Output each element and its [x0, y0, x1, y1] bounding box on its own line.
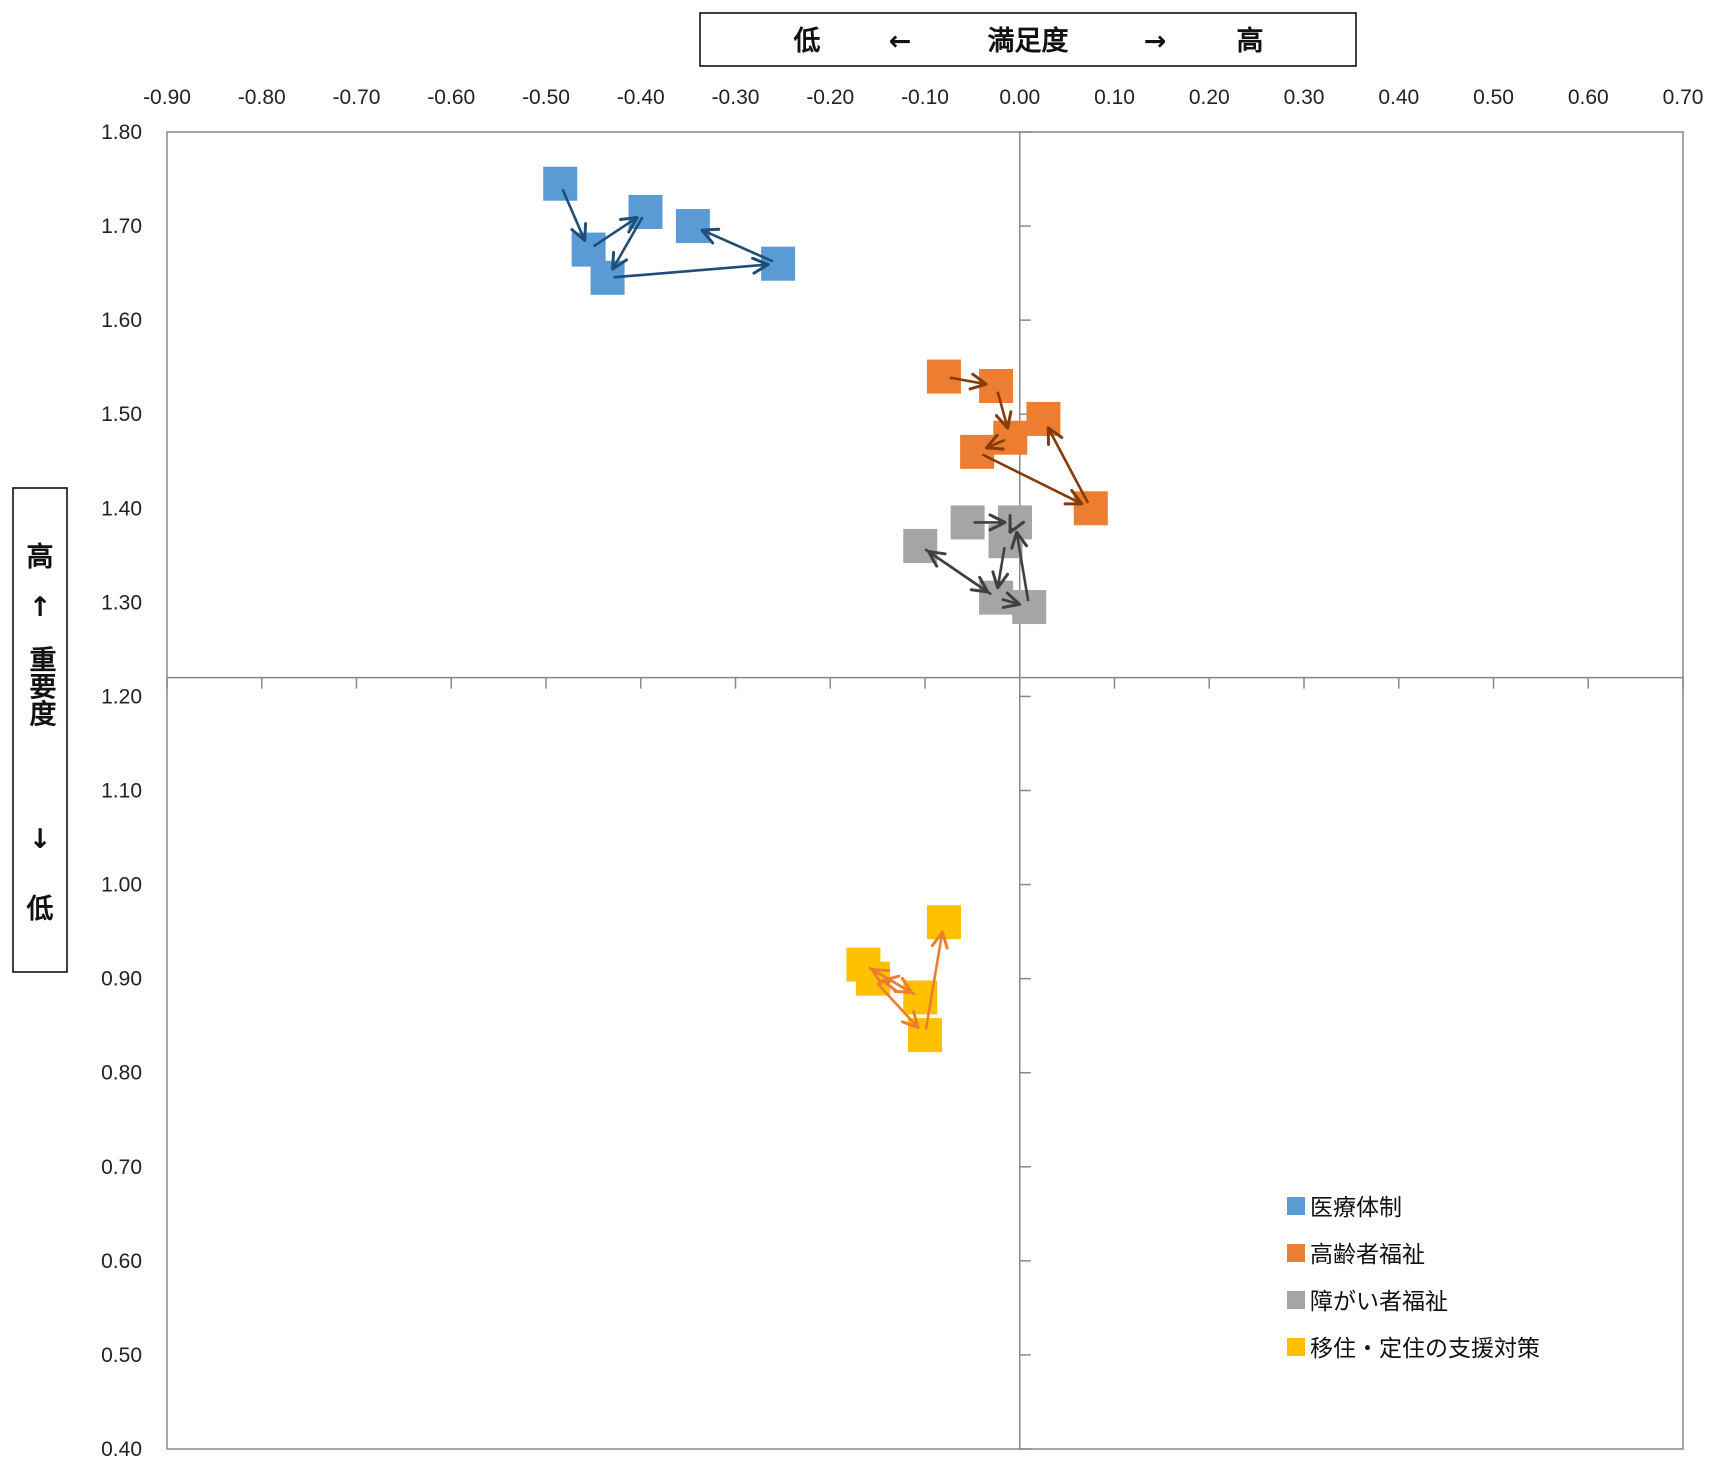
x-tick-label: -0.80: [238, 86, 286, 109]
data-point-marker: [543, 166, 578, 201]
x-tick-label: 0.10: [1094, 86, 1135, 109]
trend-arrow: [561, 188, 588, 242]
x-tick-label: -0.30: [712, 86, 760, 109]
trend-arrow: [1046, 426, 1090, 504]
data-point-marker: [979, 580, 1014, 615]
legend-label: 障がい者福祉: [1310, 1289, 1448, 1315]
trend-arrow: [881, 974, 901, 993]
trend-arrow: [981, 453, 1084, 506]
trend-arrow: [924, 930, 949, 1030]
x-title-left-arrow: ←: [889, 26, 912, 57]
y-tick-label: 0.50: [101, 1344, 142, 1367]
y-tick-label: 0.90: [101, 968, 142, 991]
x-title-label: 満足度: [988, 25, 1069, 57]
trend-arrow: [994, 391, 1013, 430]
y-tick-label: 1.10: [101, 780, 142, 803]
y-tick-label: 0.80: [101, 1062, 142, 1085]
legend-label: 高齢者福祉: [1310, 1242, 1425, 1268]
data-point-marker: [960, 434, 995, 469]
x-title-right-arrow: →: [1144, 26, 1167, 57]
y-tick-label: 1.50: [101, 403, 142, 426]
trend-arrow: [700, 227, 774, 263]
x-axis-title: 低 ← 満足度 → 高: [699, 12, 1357, 67]
legend-swatch: [1287, 1197, 1305, 1215]
y-tick-label: 1.80: [101, 121, 142, 144]
y-tick-label: 1.60: [101, 309, 142, 332]
trend-arrow: [1001, 591, 1022, 609]
legend-label: 移住・定住の支援対策: [1310, 1336, 1540, 1362]
x-tick-label: -0.60: [427, 86, 475, 109]
trend-arrow: [949, 372, 988, 391]
y-tick-label: 0.40: [101, 1438, 142, 1461]
x-tick-label: 0.60: [1568, 86, 1609, 109]
y-title-label: 重要度: [25, 645, 57, 727]
y-tick-label: 1.70: [101, 215, 142, 238]
data-point-marker: [675, 209, 710, 244]
y-title-down-arrow: ↓: [29, 824, 52, 855]
trend-arrow: [924, 548, 990, 594]
y-title-low: 低: [26, 894, 54, 925]
data-point-marker: [903, 528, 938, 563]
y-tick-label: 1.30: [101, 591, 142, 614]
x-tick-label: -0.40: [617, 86, 665, 109]
y-tick-labels: 1.80 1.70 1.60 1.50 1.40 1.30 1.20 1.10 1.00 0.90…: [101, 121, 142, 1461]
legend-swatch: [1287, 1338, 1305, 1356]
legend-swatch: [1287, 1244, 1305, 1262]
trend-arrow: [984, 433, 1006, 451]
x-tick-label: -0.20: [806, 86, 854, 109]
plot-area: [166, 131, 1684, 1450]
x-tick-label: -0.50: [522, 86, 570, 109]
y-tick-label: 1.00: [101, 874, 142, 897]
y-axis-title: 高 ↑ 重要度 ↓ 低: [12, 487, 68, 973]
x-tick-label: 0.50: [1473, 86, 1514, 109]
trend-arrow: [991, 546, 1010, 590]
trend-arrow: [592, 215, 639, 248]
x-title-low: 低: [793, 26, 821, 57]
legend-label: 医療体制: [1310, 1195, 1402, 1221]
x-tick-label: 0.20: [1189, 86, 1230, 109]
x-tick-label: 0.00: [999, 86, 1040, 109]
data-point-marker: [979, 368, 1014, 403]
data-point-marker: [628, 194, 663, 229]
quadrant-axes: [166, 131, 1684, 1450]
data-point-marker: [1012, 590, 1047, 625]
trend-arrows: [561, 188, 1090, 1030]
y-tick-label: 0.60: [101, 1250, 142, 1273]
data-point-marker: [926, 905, 961, 940]
x-tick-label: -0.10: [901, 86, 949, 109]
x-tick-label: -0.90: [143, 86, 191, 109]
y-tick-label: 1.20: [101, 685, 142, 708]
data-point-marker: [1073, 491, 1108, 526]
legend-swatch: [1287, 1291, 1305, 1309]
data-point-marker: [926, 359, 961, 394]
x-tick-labels: -0.90 -0.80 -0.70 -0.60 -0.50 -0.40 -0.30 -0.20…: [143, 86, 1703, 109]
y-tick-label: 0.70: [101, 1156, 142, 1179]
x-tick-label: -0.70: [333, 86, 381, 109]
trend-arrow: [1010, 530, 1030, 602]
trend-arrow: [611, 216, 644, 271]
data-point-marker: [993, 420, 1028, 455]
x-title-high: 高: [1237, 25, 1264, 57]
data-point-marker: [1026, 401, 1061, 436]
x-tick-label: 0.40: [1378, 86, 1419, 109]
x-tick-label: 0.70: [1663, 86, 1704, 109]
y-title-high: 高: [27, 541, 54, 573]
trend-arrow: [613, 256, 770, 279]
y-title-up-arrow: ↑: [29, 592, 52, 623]
x-tick-label: 0.30: [1284, 86, 1325, 109]
y-tick-label: 1.40: [101, 497, 142, 520]
